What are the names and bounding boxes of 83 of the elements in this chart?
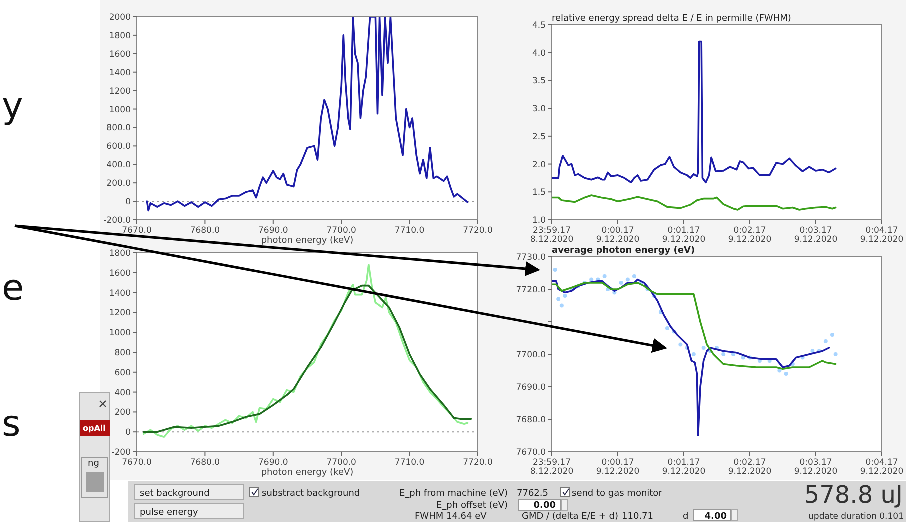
y-tick-label: 2.5 [532, 132, 546, 142]
y-tick-label: 1400 [109, 288, 131, 299]
y-tick-label: 0 [126, 428, 131, 438]
text: 0.00 [534, 501, 556, 511]
y-tick-label: 800.0 [106, 124, 131, 134]
x-tick-label: 0:02.17 9.12.2020 [728, 458, 772, 477]
x-tick-label: 7680.0 [190, 458, 220, 468]
x-tick-label: 23:59.17 8.12.2020 [530, 458, 574, 477]
y-tick-label: 200 [114, 408, 131, 418]
x-tick-label: 7710.0 [394, 458, 425, 468]
y-tick-label: 4.5 [532, 21, 546, 31]
y-tick-label: 1000 [109, 328, 131, 339]
x-tick-label: 7690.0 [258, 226, 288, 236]
chart-title: relative energy spread delta E / E in permille (FWHM) [552, 14, 792, 24]
y-tick-label: 400 [114, 388, 131, 398]
text: substract background [262, 489, 360, 499]
x-tick-label: 7720.0 [463, 458, 493, 468]
x-tick-label: 0:02.17 9.12.2020 [728, 226, 772, 245]
text: 4.00 [704, 512, 727, 522]
y-tick-label: 2000 [109, 13, 131, 23]
x-tick-label: 7720.0 [463, 226, 493, 236]
y-tick-label: 1.0 [532, 216, 546, 226]
text: d [683, 512, 689, 522]
text: opAll [83, 424, 106, 433]
y-tick-label: 1000 [109, 105, 131, 116]
text: y [2, 86, 24, 127]
y-tick-label: 7680.0 [516, 416, 546, 426]
y-tick-label: 1200 [109, 308, 131, 319]
x-axis-title: photon energy (keV) [261, 236, 354, 246]
text: set background [140, 489, 210, 499]
y-tick-label: 1200 [109, 86, 131, 97]
text: FWHM 14.64 eV [415, 512, 488, 522]
x-tick-label: 0:00.17 9.12.2020 [596, 458, 640, 477]
y-tick-label: 200.0 [106, 179, 131, 190]
y-tick-label: 0 [126, 198, 131, 208]
text: update duration 0.101 [808, 512, 904, 522]
y-tick-label: 7730.0 [516, 253, 546, 263]
x-tick-label: 0:03.17 9.12.2020 [794, 226, 838, 245]
y-tick-label: 2.0 [532, 160, 546, 170]
y-tick-label: 800 [114, 348, 131, 358]
x-tick-label: 7680.0 [190, 226, 220, 236]
text: E_ph offset (eV) [436, 501, 508, 511]
y-tick-label: -200.0 [104, 216, 131, 226]
text: e [2, 268, 24, 309]
y-tick-label: 7670.0 [516, 448, 546, 458]
x-tick-label: 23:59.17 8.12.2020 [530, 226, 574, 245]
x-axis-title: photon energy (keV) [261, 468, 354, 478]
y-tick-label: 1600 [109, 268, 131, 279]
x-tick-label: 0:01.17 9.12.2020 [662, 226, 706, 245]
x-tick-label: 7700.0 [326, 226, 356, 236]
y-tick-label: 600 [114, 368, 131, 378]
x-tick-label: 0:04.17 9.12.2020 [860, 458, 904, 477]
text: s [2, 404, 21, 445]
text: 110.71 [622, 512, 654, 522]
x-tick-label: 7710.0 [394, 226, 425, 236]
y-tick-label: 3.5 [532, 76, 546, 87]
text: GMD / (delta E/E + d) [522, 512, 618, 522]
text: ng [88, 459, 100, 469]
text: 7762.5 [517, 489, 548, 499]
y-tick-label: 7700.0 [516, 350, 546, 360]
text: E_ph from machine (eV) [399, 489, 508, 499]
y-tick-label: 400.0 [106, 160, 131, 171]
x-tick-label: 7700.0 [326, 458, 356, 468]
y-tick-label: 1600 [109, 50, 131, 60]
x-tick-label: 7690.0 [258, 458, 288, 468]
y-tick-label: 1800 [109, 31, 131, 42]
chart-title: average photon energy (eV) [552, 246, 696, 256]
x-tick-label: 0:04.17 9.12.2020 [860, 226, 904, 245]
x-tick-label: 0:01.17 9.12.2020 [662, 458, 706, 477]
x-tick-label: 0:00.17 9.12.2020 [596, 226, 640, 245]
y-tick-label: 3.0 [532, 104, 546, 115]
text: pulse energy [140, 508, 200, 518]
text: 578.8 uJ [804, 481, 903, 509]
text: send to gas monitor [572, 489, 663, 499]
y-tick-label: 1400 [109, 68, 131, 78]
y-tick-label: 600.0 [106, 142, 131, 152]
y-tick-label: 1.5 [532, 188, 546, 198]
y-tick-label: 7720.0 [516, 286, 546, 296]
x-tick-label: 0:03.17 9.12.2020 [794, 458, 838, 477]
y-tick-label: -200 [112, 448, 131, 458]
y-tick-label: 7690.0 [516, 383, 546, 393]
y-tick-label: 1800 [109, 249, 131, 259]
y-tick-label: 4.0 [532, 48, 546, 59]
